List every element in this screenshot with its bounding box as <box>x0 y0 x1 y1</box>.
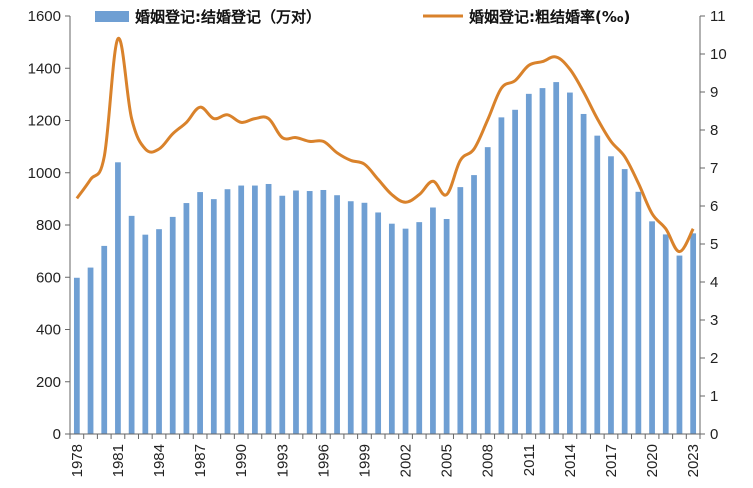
bar-2007 <box>471 175 477 434</box>
bar-1991 <box>252 185 258 434</box>
left-tick-label: 1200 <box>28 113 61 130</box>
bar-2016 <box>594 135 601 434</box>
bar-1987 <box>197 192 203 434</box>
bar-2014 <box>567 92 573 435</box>
legend-line-label: 婚姻登记:粗结婚率(‰) <box>469 8 630 26</box>
bar-1989 <box>224 189 231 434</box>
bar-1982 <box>128 215 135 434</box>
bar-1978 <box>73 277 80 434</box>
x-tick-label: 1984 <box>151 444 168 477</box>
x-tick-label: 2002 <box>398 444 415 477</box>
left-tick-label: 0 <box>53 426 61 443</box>
bar-2001 <box>388 223 395 434</box>
x-tick-label: 1996 <box>315 444 332 477</box>
x-tick-label: 1987 <box>192 444 209 477</box>
bar-1994 <box>293 190 299 434</box>
right-tick-label: 6 <box>710 198 718 215</box>
legend-bar-swatch <box>95 11 129 22</box>
bar-2022 <box>676 255 683 434</box>
x-tick-label: 2020 <box>644 444 661 477</box>
right-tick-label: 2 <box>710 350 718 367</box>
bar-2009 <box>498 117 505 435</box>
bar-1984 <box>156 229 162 434</box>
right-tick-label: 11 <box>710 8 726 25</box>
bar-1999 <box>361 202 368 434</box>
bar-1990 <box>238 185 245 434</box>
bar-1998 <box>347 201 354 434</box>
left-tick-label: 1000 <box>28 165 61 182</box>
x-tick-label: 2008 <box>480 444 497 477</box>
bar-2010 <box>512 109 518 434</box>
bar-2002 <box>402 228 409 434</box>
bar-2004 <box>430 207 436 434</box>
x-tick-label: 2017 <box>603 444 620 477</box>
legend-bar-label: 婚姻登记:结婚登记（万对） <box>135 8 321 26</box>
x-tick-label: 2023 <box>685 444 702 477</box>
bar-1995 <box>306 191 313 434</box>
bar-2017 <box>608 156 614 435</box>
right-tick-label: 5 <box>710 236 718 253</box>
bar-2006 <box>457 187 464 434</box>
bar-1979 <box>87 267 94 434</box>
bar-1997 <box>334 195 340 434</box>
bar-1980 <box>101 245 108 434</box>
bar-2011 <box>525 93 532 434</box>
crude-marriage-rate-line <box>75 37 695 254</box>
bar-2015 <box>580 113 587 434</box>
left-tick-label: 1400 <box>28 60 61 77</box>
bar-1988 <box>210 199 217 434</box>
bar-1996 <box>320 189 327 434</box>
x-tick-label: 1993 <box>274 444 291 477</box>
bar-2008 <box>484 147 491 434</box>
right-tick-label: 0 <box>710 426 718 443</box>
x-tick-label: 2011 <box>521 444 538 476</box>
left-tick-label: 400 <box>36 322 61 339</box>
legend: 婚姻登记:结婚登记（万对） 婚姻登记:粗结婚率(‰) <box>95 8 630 26</box>
bar-2018 <box>621 169 628 434</box>
bar-2013 <box>553 82 560 434</box>
left-tick-label: 1600 <box>28 8 61 25</box>
x-tick-label: 1990 <box>233 444 250 477</box>
bar-2012 <box>539 88 546 435</box>
x-tick-label: 1978 <box>69 444 86 477</box>
left-tick-label: 200 <box>36 374 61 391</box>
right-tick-label: 8 <box>710 122 718 139</box>
right-tick-label: 10 <box>710 46 727 63</box>
bar-2023 <box>690 233 697 434</box>
bar-2003 <box>416 222 423 434</box>
bar-2021 <box>662 234 669 434</box>
bar-1983 <box>142 234 149 434</box>
bar-2019 <box>635 191 642 434</box>
right-tick-label: 4 <box>710 274 718 291</box>
left-tick-label: 800 <box>36 217 61 234</box>
bar-1985 <box>169 216 176 434</box>
x-tick-label: 1981 <box>110 444 127 477</box>
right-tick-label: 3 <box>710 312 718 329</box>
x-tick-label: 2014 <box>562 444 579 477</box>
right-tick-label: 9 <box>710 84 718 101</box>
right-tick-label: 1 <box>710 388 718 405</box>
bar-1993 <box>279 195 286 434</box>
bar-2020 <box>649 221 655 434</box>
bar-1992 <box>265 183 272 434</box>
x-tick-label: 1999 <box>356 444 373 477</box>
left-tick-label: 600 <box>36 269 61 286</box>
bar-2005 <box>443 218 450 434</box>
bar-2000 <box>375 212 382 434</box>
bar-1986 <box>183 203 190 434</box>
x-tick-label: 2005 <box>439 444 456 477</box>
bar-1981 <box>115 162 121 435</box>
right-tick-label: 7 <box>710 160 718 177</box>
